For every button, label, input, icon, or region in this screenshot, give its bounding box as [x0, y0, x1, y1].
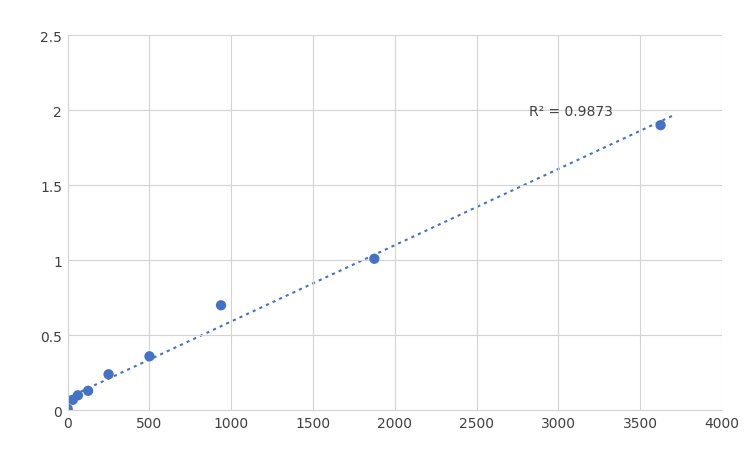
Point	[215, 302, 227, 309]
Point	[654, 122, 666, 129]
Point	[368, 256, 381, 263]
Point	[62, 405, 74, 413]
Point	[144, 353, 156, 360]
Point	[67, 396, 79, 404]
Point	[82, 387, 94, 395]
Point	[72, 392, 84, 399]
Text: R² = 0.9873: R² = 0.9873	[529, 105, 613, 119]
Point	[102, 371, 114, 378]
